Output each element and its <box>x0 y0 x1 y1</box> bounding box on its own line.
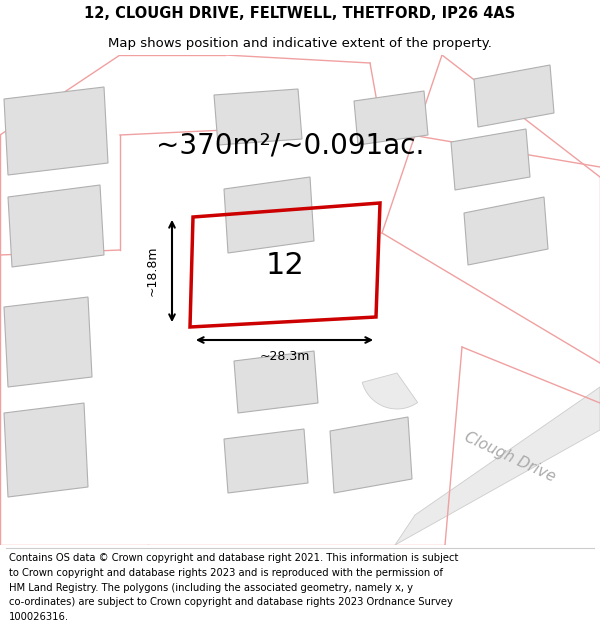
Text: 12: 12 <box>265 251 304 281</box>
Text: 100026316.: 100026316. <box>9 612 69 622</box>
Text: HM Land Registry. The polygons (including the associated geometry, namely x, y: HM Land Registry. The polygons (includin… <box>9 582 413 592</box>
Polygon shape <box>464 197 548 265</box>
Polygon shape <box>224 429 308 493</box>
Polygon shape <box>4 403 88 497</box>
Text: Contains OS data © Crown copyright and database right 2021. This information is : Contains OS data © Crown copyright and d… <box>9 553 458 563</box>
Wedge shape <box>362 373 418 409</box>
Polygon shape <box>224 177 314 253</box>
Text: ~28.3m: ~28.3m <box>259 349 310 362</box>
Text: Clough Drive: Clough Drive <box>462 429 558 484</box>
Polygon shape <box>395 387 600 545</box>
Text: ~370m²/~0.091ac.: ~370m²/~0.091ac. <box>156 131 424 159</box>
Polygon shape <box>330 417 412 493</box>
Text: to Crown copyright and database rights 2023 and is reproduced with the permissio: to Crown copyright and database rights 2… <box>9 568 443 578</box>
Text: Map shows position and indicative extent of the property.: Map shows position and indicative extent… <box>108 38 492 51</box>
Text: ~18.8m: ~18.8m <box>146 246 158 296</box>
Polygon shape <box>451 129 530 190</box>
Text: co-ordinates) are subject to Crown copyright and database rights 2023 Ordnance S: co-ordinates) are subject to Crown copyr… <box>9 598 453 608</box>
Polygon shape <box>354 91 428 145</box>
Polygon shape <box>214 89 302 145</box>
Polygon shape <box>234 351 318 413</box>
Polygon shape <box>4 87 108 175</box>
Polygon shape <box>4 297 92 387</box>
Polygon shape <box>474 65 554 127</box>
Polygon shape <box>8 185 104 267</box>
Text: 12, CLOUGH DRIVE, FELTWELL, THETFORD, IP26 4AS: 12, CLOUGH DRIVE, FELTWELL, THETFORD, IP… <box>85 6 515 21</box>
